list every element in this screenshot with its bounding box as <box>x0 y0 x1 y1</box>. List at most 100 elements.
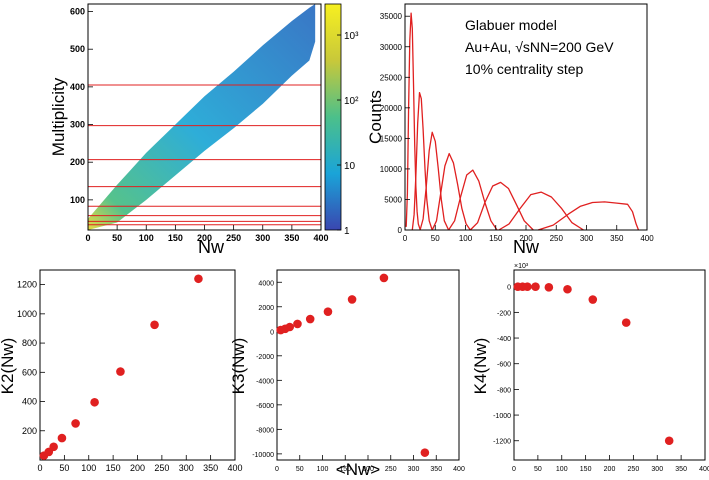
heatmap-y-ticks: 100 200 300 400 500 600 <box>70 7 93 205</box>
y-tick-label: 5000 <box>384 195 402 204</box>
x-tick-label: 50 <box>59 463 69 473</box>
x-tick-label: 50 <box>112 233 122 243</box>
k3-data-point <box>293 319 302 329</box>
k2-data-point <box>57 433 67 443</box>
k3-points <box>276 273 430 457</box>
y-tick-label: 200 <box>70 157 85 167</box>
counts-distributions <box>405 12 640 231</box>
k4-panel: 0 50 100 150 200 250 300 350 400 -1200-1000-800-… <box>471 263 709 473</box>
x-tick-label: 350 <box>284 233 299 243</box>
count-distribution-curve <box>469 181 534 231</box>
k4-data-point <box>544 283 554 292</box>
annotation-line-3: 10% centrality step <box>465 61 583 77</box>
x-tick-label: 0 <box>37 463 42 473</box>
k3-panel: 0 50 100 150 200 250 300 350 400 -10000 -8000 -600… <box>229 269 465 479</box>
y-tick-label: 1000 <box>17 309 37 319</box>
count-distribution-curve <box>419 131 450 231</box>
k3-data-point <box>420 448 430 457</box>
x-tick-label: 50 <box>296 466 304 473</box>
x-tick-label: 200 <box>519 234 533 243</box>
y-tick-label: 20000 <box>380 104 403 113</box>
y-tick-label: 1200 <box>17 280 37 290</box>
y-tick-label: 200 <box>22 426 37 436</box>
y-tick-label: -1200 <box>493 439 511 446</box>
y-tick-label: -6000 <box>256 403 274 410</box>
k3-data-point <box>379 273 389 283</box>
y-tick-label: -400 <box>497 336 511 343</box>
y-tick-label: -800 <box>497 387 511 394</box>
heatmap-x-label: Nw <box>198 237 225 257</box>
count-distribution-curve <box>411 91 433 231</box>
x-tick-label: 200 <box>604 466 616 473</box>
k4-multiplier: ×10³ <box>514 263 529 270</box>
y-tick-label: -600 <box>497 362 511 369</box>
x-tick-label: 400 <box>699 466 709 473</box>
y-tick-label: 300 <box>70 120 85 130</box>
y-tick-label: -10000 <box>252 452 274 459</box>
counts-x-label: Nw <box>513 237 540 257</box>
y-tick-label: 400 <box>70 82 85 92</box>
y-tick-label: 30000 <box>380 43 403 52</box>
colorbar-tick-label: 10² <box>344 96 359 107</box>
k2-x-ticks: 0 50 100 150 200 250 300 350 400 <box>37 455 243 473</box>
x-tick-label: 0 <box>275 466 279 473</box>
count-distribution-curve <box>405 12 421 230</box>
count-distribution-curve <box>448 169 498 231</box>
y-tick-label: 600 <box>22 367 37 377</box>
k2-data-point <box>194 274 203 284</box>
k2-points <box>39 274 203 460</box>
y-tick-label: 10000 <box>380 165 403 174</box>
y-tick-label: 800 <box>22 338 37 348</box>
x-tick-label: 400 <box>227 463 242 473</box>
y-tick-label: -8000 <box>256 427 274 434</box>
x-tick-label: 200 <box>197 233 212 243</box>
y-tick-label: 0 <box>507 285 511 292</box>
y-tick-label: -4000 <box>256 378 274 385</box>
k4-y-ticks: -1200 -1000 -800 -600 -400 -200 0 <box>493 285 519 446</box>
k2-y-label: K2(Nw) <box>0 338 17 395</box>
x-tick-label: 300 <box>651 466 663 473</box>
heatmap-x-ticks: 0 50 100 150 200 250 300 350 400 <box>85 225 329 243</box>
x-tick-label: 250 <box>385 466 397 473</box>
colorbar-ticks: 1 10 10² 10³ <box>337 31 359 237</box>
y-tick-label: 0 <box>270 329 274 336</box>
x-tick-label: 300 <box>179 463 194 473</box>
k3-y-label: K3(Nw) <box>229 338 248 395</box>
x-tick-label: 200 <box>130 463 145 473</box>
k2-panel: 0 50 100 150 200 250 300 350 400 200 400 600 800 100… <box>0 269 243 473</box>
annotation-line-2: Au+Au, √sNN=200 GeV <box>465 39 614 55</box>
y-tick-label: 600 <box>70 7 85 17</box>
x-tick-label: 50 <box>534 466 542 473</box>
count-distribution-curve <box>431 152 471 231</box>
x-tick-label: 350 <box>430 466 442 473</box>
k4-x-ticks: 0 50 100 150 200 250 300 350 400 <box>512 455 709 473</box>
x-tick-label: 50 <box>431 234 440 243</box>
k3-x-label: <Nw> <box>336 460 380 479</box>
y-tick-label: 0 <box>398 226 403 235</box>
counts-y-ticks: 0 5000 10000 15000 20000 25000 30000 35000 <box>380 12 410 235</box>
x-tick-label: 350 <box>203 463 218 473</box>
count-distribution-curve <box>498 191 584 231</box>
y-tick-label: 400 <box>22 397 37 407</box>
counts-y-label: Counts <box>366 90 385 144</box>
x-tick-label: 150 <box>580 466 592 473</box>
k2-data-point <box>150 320 159 330</box>
k3-data-point <box>323 307 333 316</box>
k4-points <box>513 282 674 446</box>
x-tick-label: 300 <box>255 233 270 243</box>
k3-x-ticks: 0 50 100 150 200 250 300 350 400 <box>275 455 465 473</box>
x-tick-label: 0 <box>85 233 90 243</box>
centrality-cut-lines <box>88 84 321 226</box>
x-tick-label: 350 <box>610 234 624 243</box>
x-tick-label: 150 <box>489 234 503 243</box>
y-tick-label: 2000 <box>258 305 274 312</box>
y-tick-label: 15000 <box>380 134 403 143</box>
x-tick-label: 0 <box>512 466 516 473</box>
y-tick-label: 25000 <box>380 73 403 82</box>
k3-data-point <box>285 322 295 332</box>
x-tick-label: 350 <box>675 466 687 473</box>
x-tick-label: 100 <box>459 234 473 243</box>
k2-data-point <box>116 367 125 376</box>
y-tick-label: 100 <box>70 195 85 205</box>
